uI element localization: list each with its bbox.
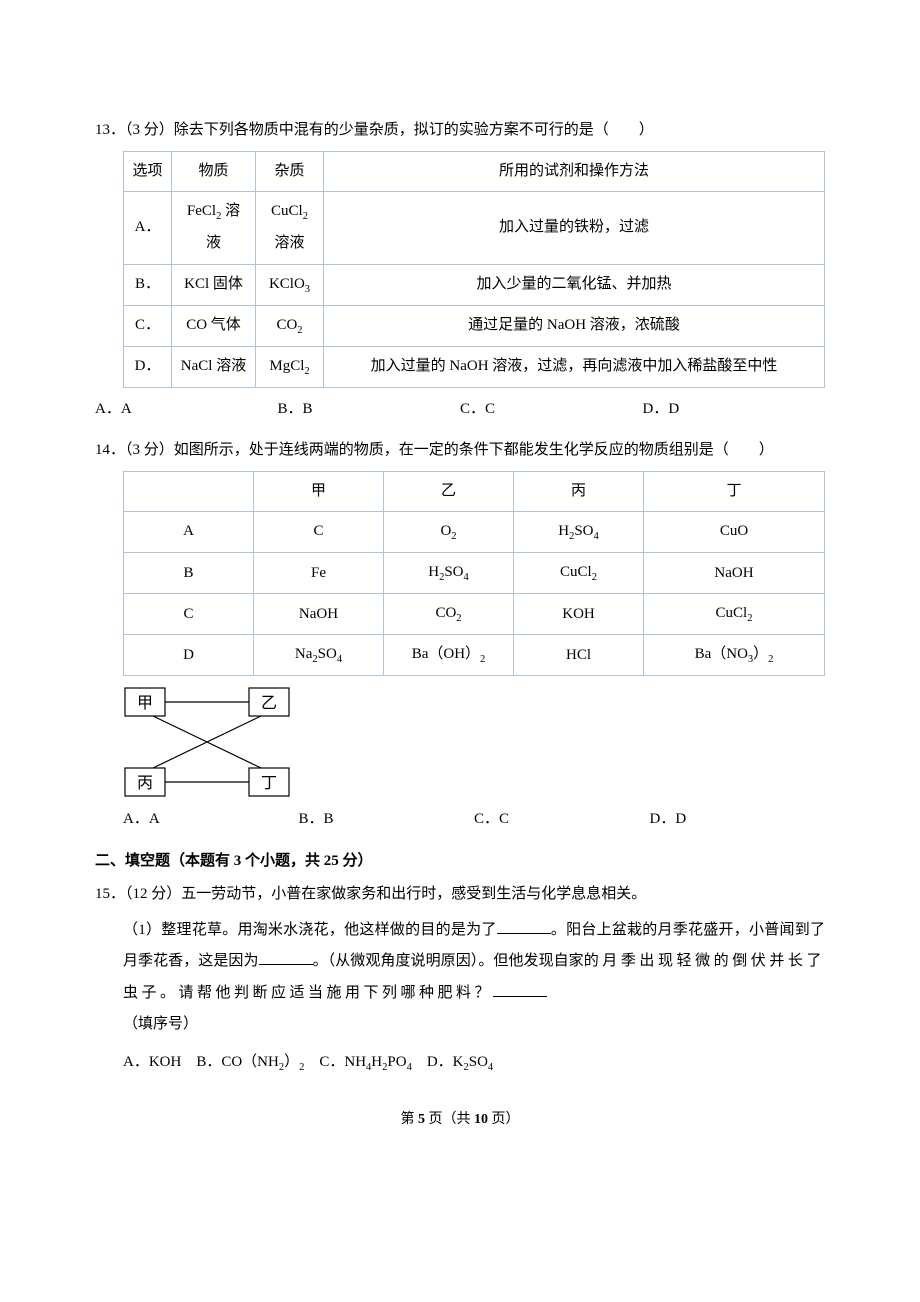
- q15-text: （填序号）: [123, 1016, 198, 1032]
- cell: Ba（NO3）2: [644, 635, 825, 676]
- table-row: C． CO 气体 CO2 通过足量的 NaOH 溶液，浓硫酸: [124, 305, 825, 346]
- cell-imp: MgCl2: [256, 346, 324, 387]
- q14-diagram: 甲 乙 丙 丁: [123, 686, 825, 798]
- q15-text: （1）整理花草。用淘米水浇花，他这样做的目的是为了: [123, 922, 497, 938]
- col-header: 乙: [384, 471, 514, 512]
- cell-meth: 通过足量的 NaOH 溶液，浓硫酸: [324, 305, 825, 346]
- question-15: 15．（12 分）五一劳动节，小普在家做家务和出行时，感受到生活与化学息息相关。…: [95, 879, 825, 1079]
- q15-text: 。（从微观角度说明原因）。但他发现自家: [313, 953, 584, 969]
- q15-body: （1）整理花草。用淘米水浇花，他这样做的目的是为了。阳台上盆栽的月季花盛开，小普…: [95, 915, 825, 1041]
- q14-stem-text: 14．（3 分）如图所示，处于连线两端的物质，在一定的条件下都能发生化学反应的物…: [95, 442, 774, 458]
- col-header: 甲: [254, 471, 384, 512]
- table-row: D． NaCl 溶液 MgCl2 加入过量的 NaOH 溶液，过滤，再向滤液中加…: [124, 346, 825, 387]
- cell: A: [124, 512, 254, 553]
- col-header: 杂质: [256, 151, 324, 192]
- cell: O2: [384, 512, 514, 553]
- section-2-heading: 二、填空题（本题有 3 个小题，共 25 分）: [95, 846, 825, 878]
- cell: C: [124, 594, 254, 635]
- cell: CuCl2: [644, 594, 825, 635]
- cell: CO2: [384, 594, 514, 635]
- cell: KOH: [514, 594, 644, 635]
- table-row: B． KCl 固体 KClO3 加入少量的二氧化锰、并加热: [124, 264, 825, 305]
- footer-text: 第: [401, 1112, 419, 1127]
- col-header: 物质: [172, 151, 256, 192]
- cell-sub: CO 气体: [172, 305, 256, 346]
- cell-opt: C．: [124, 305, 172, 346]
- cell: Na2SO4: [254, 635, 384, 676]
- svg-text:丁: 丁: [261, 775, 277, 792]
- cell: Ba（OH）2: [384, 635, 514, 676]
- cell-sub: KCl 固体: [172, 264, 256, 305]
- svg-text:丙: 丙: [137, 775, 153, 792]
- cell-meth: 加入过量的 NaOH 溶液，过滤，再向滤液中加入稀盐酸至中性: [324, 346, 825, 387]
- cell-imp: CO2: [256, 305, 324, 346]
- option-d: D．D: [643, 394, 826, 426]
- q13-options: A．A B．B C．C D．D: [95, 394, 825, 426]
- q15-stem: 15．（12 分）五一劳动节，小普在家做家务和出行时，感受到生活与化学息息相关。: [95, 879, 825, 911]
- svg-text:乙: 乙: [261, 695, 277, 712]
- option-d: D．D: [650, 804, 826, 836]
- footer-total: 10: [474, 1112, 488, 1127]
- cell-opt: D．: [124, 346, 172, 387]
- cell: C: [254, 512, 384, 553]
- question-14: 14．（3 分）如图所示，处于连线两端的物质，在一定的条件下都能发生化学反应的物…: [95, 435, 825, 836]
- cell: CuO: [644, 512, 825, 553]
- cell: NaOH: [644, 553, 825, 594]
- cell: H2SO4: [384, 553, 514, 594]
- blank-3: [493, 982, 547, 997]
- q14-table: 甲 乙 丙 丁 A C O2 H2SO4 CuO B Fe H2SO4 CuCl…: [123, 471, 825, 677]
- blank-1: [497, 919, 551, 934]
- table-row: C NaOH CO2 KOH CuCl2: [124, 594, 825, 635]
- cell: CuCl2: [514, 553, 644, 594]
- col-header: 丁: [644, 471, 825, 512]
- q13-table: 选项 物质 杂质 所用的试剂和操作方法 A． FeCl2 溶液 CuCl2 溶液…: [123, 151, 825, 388]
- cell: NaOH: [254, 594, 384, 635]
- option-b: B．B: [299, 804, 475, 836]
- option-b: B．B: [278, 394, 461, 426]
- footer-text: 页）: [488, 1112, 520, 1127]
- cell: HCl: [514, 635, 644, 676]
- cell-imp: CuCl2 溶液: [256, 192, 324, 265]
- q14-options: A．A B．B C．C D．D: [123, 804, 825, 836]
- q13-stem: 13．（3 分）除去下列各物质中混有的少量杂质，拟订的实验方案不可行的是（ ）: [95, 115, 825, 147]
- col-header: [124, 471, 254, 512]
- cell-sub: NaCl 溶液: [172, 346, 256, 387]
- cell-opt: B．: [124, 264, 172, 305]
- cell-meth: 加入少量的二氧化锰、并加热: [324, 264, 825, 305]
- question-13: 13．（3 分）除去下列各物质中混有的少量杂质，拟订的实验方案不可行的是（ ） …: [95, 115, 825, 425]
- table-row: 甲 乙 丙 丁: [124, 471, 825, 512]
- option-c: C．C: [474, 804, 650, 836]
- cell: Fe: [254, 553, 384, 594]
- cell: H2SO4: [514, 512, 644, 553]
- svg-text:甲: 甲: [137, 695, 153, 712]
- table-row: D Na2SO4 Ba（OH）2 HCl Ba（NO3）2: [124, 635, 825, 676]
- table-row: A． FeCl2 溶液 CuCl2 溶液 加入过量的铁粉，过滤: [124, 192, 825, 265]
- cell-opt: A．: [124, 192, 172, 265]
- option-c: C．C: [460, 394, 643, 426]
- cell-sub: FeCl2 溶液: [172, 192, 256, 265]
- col-header: 选项: [124, 151, 172, 192]
- q14-stem: 14．（3 分）如图所示，处于连线两端的物质，在一定的条件下都能发生化学反应的物…: [95, 435, 825, 467]
- col-header: 丙: [514, 471, 644, 512]
- q15-options: A．KOH B．CO（NH2）2 C．NH4H2PO4 D．K2SO4: [95, 1047, 825, 1079]
- table-row: 选项 物质 杂质 所用的试剂和操作方法: [124, 151, 825, 192]
- col-header: 所用的试剂和操作方法: [324, 151, 825, 192]
- cell: D: [124, 635, 254, 676]
- option-a: A．A: [95, 394, 278, 426]
- table-row: B Fe H2SO4 CuCl2 NaOH: [124, 553, 825, 594]
- cell: B: [124, 553, 254, 594]
- blank-2: [259, 950, 313, 965]
- page-footer: 第 5 页（共 10 页）: [95, 1105, 825, 1134]
- footer-page: 5: [418, 1112, 425, 1127]
- option-a: A．A: [123, 804, 299, 836]
- connection-diagram-icon: 甲 乙 丙 丁: [123, 686, 291, 798]
- footer-text: 页（共: [425, 1112, 474, 1127]
- table-row: A C O2 H2SO4 CuO: [124, 512, 825, 553]
- cell-imp: KClO3: [256, 264, 324, 305]
- cell-meth: 加入过量的铁粉，过滤: [324, 192, 825, 265]
